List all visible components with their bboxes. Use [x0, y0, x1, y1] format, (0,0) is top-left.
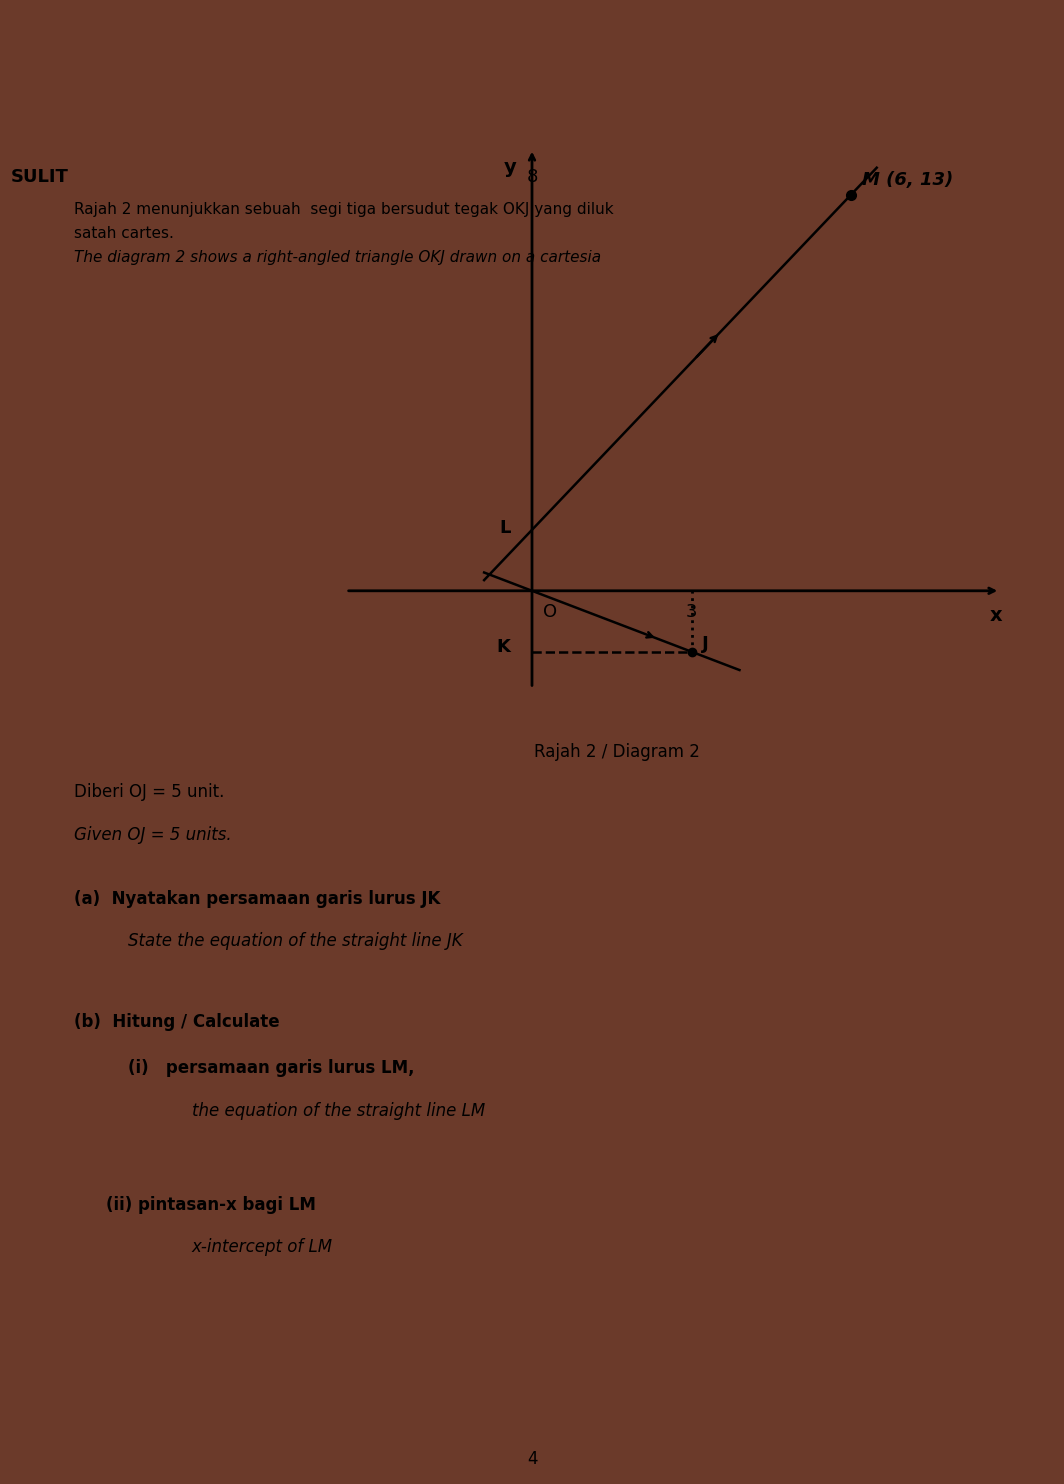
Text: (ii) pintasan-x bagi LM: (ii) pintasan-x bagi LM [106, 1196, 316, 1214]
Text: Rajah 2 menunjukkan sebuah  segi tiga bersudut tegak OKJ yang diluk: Rajah 2 menunjukkan sebuah segi tiga ber… [74, 202, 614, 217]
Text: satah cartes.: satah cartes. [74, 226, 174, 240]
Text: State the equation of the straight line JK: State the equation of the straight line … [128, 932, 462, 950]
Text: Given OJ = 5 units.: Given OJ = 5 units. [74, 825, 232, 843]
Text: J: J [702, 635, 709, 653]
Text: x-intercept of LM: x-intercept of LM [192, 1238, 333, 1257]
Text: x: x [990, 605, 1002, 625]
Text: the equation of the straight line LM: the equation of the straight line LM [192, 1103, 485, 1120]
Text: Diberi OJ = 5 unit.: Diberi OJ = 5 unit. [74, 782, 225, 801]
Text: L: L [499, 519, 511, 537]
Text: 4: 4 [527, 1450, 537, 1468]
Text: 8: 8 [527, 168, 537, 187]
Text: M (6, 13): M (6, 13) [862, 171, 953, 190]
Text: SULIT: SULIT [11, 168, 68, 187]
Text: (i)   persamaan garis lurus LM,: (i) persamaan garis lurus LM, [128, 1060, 414, 1077]
Text: O: O [543, 603, 556, 620]
Text: K: K [497, 638, 511, 656]
Text: (a)  Nyatakan persamaan garis lurus JK: (a) Nyatakan persamaan garis lurus JK [74, 889, 440, 908]
Text: (b)  Hitung / Calculate: (b) Hitung / Calculate [74, 1012, 280, 1030]
Text: 3: 3 [686, 603, 697, 620]
Text: y: y [503, 157, 516, 177]
Text: The diagram 2 shows a right-angled triangle OKJ drawn on a cartesia: The diagram 2 shows a right-angled trian… [74, 249, 601, 266]
Text: Rajah 2 / Diagram 2: Rajah 2 / Diagram 2 [534, 742, 700, 761]
